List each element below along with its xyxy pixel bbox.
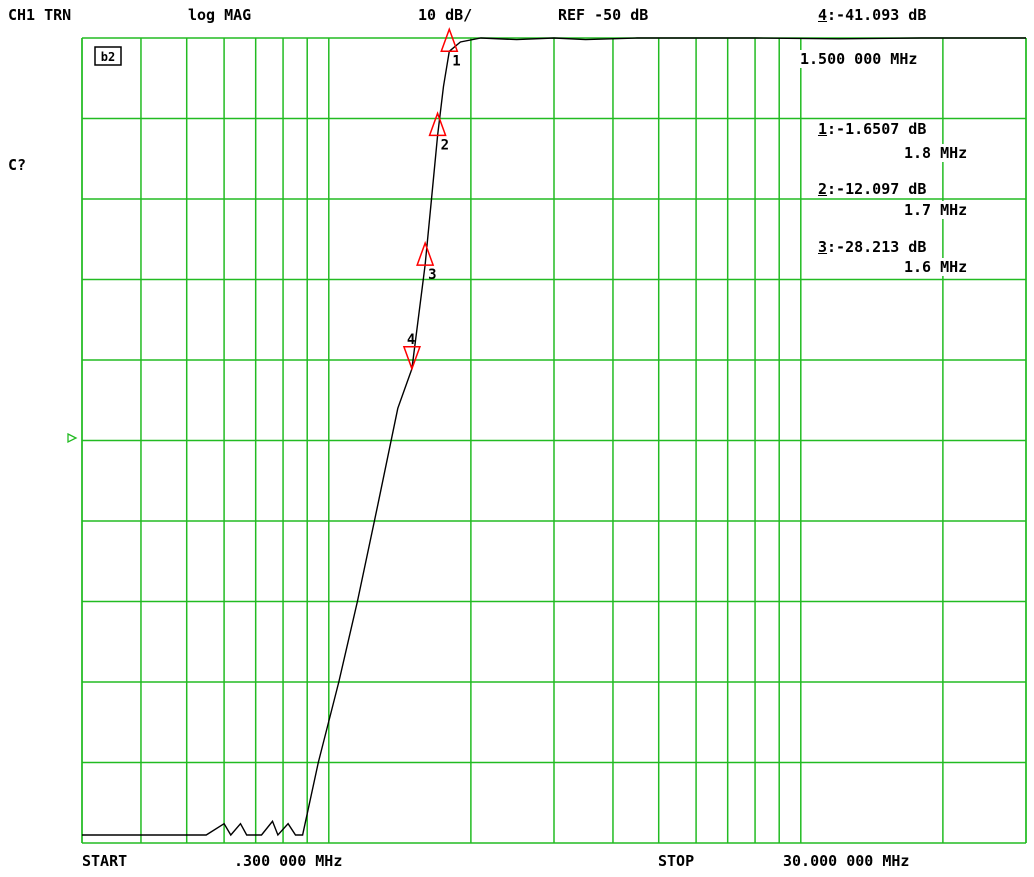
- marker-2-number: 2: [818, 180, 828, 198]
- reference-label: REF -50 dB: [558, 6, 649, 24]
- marker-4-label: 4: [407, 332, 415, 348]
- marker-2-frequency: 1.7 MHz: [904, 201, 968, 219]
- active-marker-frequency: 1.500 000 MHz: [800, 50, 918, 68]
- marker-1-db: :-1.6507 dB: [827, 120, 927, 138]
- display-icon-text: b2: [101, 50, 115, 64]
- marker-2-label: 2: [441, 137, 449, 153]
- marker-1-value: 1:-1.6507 dB: [818, 120, 927, 138]
- marker-3-value: 3:-28.213 dB: [818, 238, 927, 256]
- channel-label: CH1 TRN: [8, 6, 72, 24]
- marker-3-number: 3: [818, 238, 828, 256]
- marker-2-db: :-12.097 dB: [827, 180, 927, 198]
- stop-label: STOP: [658, 852, 695, 870]
- active-marker-readout: 4:-41.093 dB: [818, 6, 926, 24]
- marker-3-triangle: [416, 240, 435, 266]
- marker-1-label: 1: [452, 53, 460, 69]
- marker-layer: 1 2 3 4: [402, 27, 461, 371]
- marker-1-number: 1: [818, 120, 828, 138]
- marker-3-label: 3: [428, 267, 436, 283]
- reference-position-arrow: [67, 432, 78, 444]
- scale-label: 10 dB/: [418, 6, 473, 24]
- marker-2-value: 2:-12.097 dB: [818, 180, 927, 198]
- start-frequency: .300 000 MHz: [234, 852, 343, 870]
- marker-1-frequency: 1.8 MHz: [904, 144, 968, 162]
- cal-status-label: C?: [8, 156, 27, 174]
- marker-3-frequency: 1.6 MHz: [904, 258, 968, 276]
- graticule: [81, 37, 1027, 844]
- stop-frequency: 30.000 000 MHz: [783, 852, 910, 870]
- display-icon: b2: [94, 46, 122, 66]
- display-icon-frame: [94, 46, 122, 66]
- marker-1-triangle: [440, 27, 459, 53]
- marker-2-triangle: [428, 111, 447, 137]
- marker-4-triangle: [402, 346, 421, 371]
- trace-series-1: [82, 37, 1026, 837]
- trace-layer: [82, 37, 1026, 837]
- marker-3-db: :-28.213 dB: [827, 238, 927, 256]
- format-label: log MAG: [188, 6, 252, 24]
- active-marker-value: :-41.093 dB: [827, 6, 927, 24]
- start-label: START: [82, 852, 128, 870]
- active-marker-number: 4: [818, 6, 828, 24]
